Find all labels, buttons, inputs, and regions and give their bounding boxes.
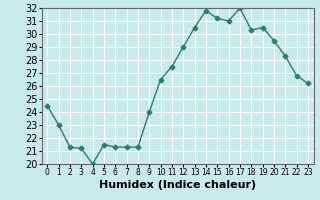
X-axis label: Humidex (Indice chaleur): Humidex (Indice chaleur) xyxy=(99,180,256,190)
